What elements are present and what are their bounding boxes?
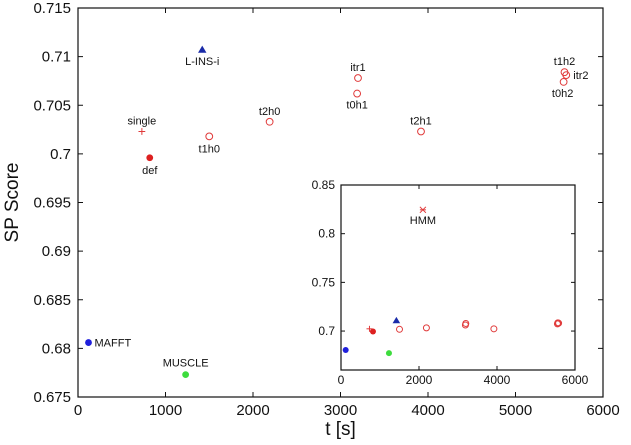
main-point-t0h1 — [353, 89, 362, 98]
inset-y-tick-label: 0.8 — [318, 227, 335, 241]
main-y-tick-label: 0.71 — [42, 49, 71, 66]
main-x-tick-label: 2000 — [236, 402, 269, 419]
inset-point — [461, 321, 469, 329]
inset-point-hmm — [419, 206, 427, 214]
main-point-label-def: def — [142, 165, 158, 177]
main-y-tick-label: 0.68 — [42, 340, 71, 357]
inset-point — [342, 346, 349, 353]
main-point-label-itr1: itr1 — [350, 62, 365, 74]
main-y-tick-label: 0.695 — [33, 195, 71, 212]
inset-x-tick-label: 6000 — [562, 373, 589, 387]
inset-panel: 0 2000 4000 6000 0.7 0.75 0.8 0.85 HMM — [312, 178, 589, 387]
main-point-itr2 — [562, 71, 571, 80]
inset-point — [396, 325, 403, 333]
inset-point — [385, 350, 392, 357]
inset-x-tick-label: 0 — [338, 373, 345, 387]
main-point-label-single: single — [128, 116, 157, 128]
main-point-label-muscle: MUSCLE — [163, 358, 209, 370]
inset-point-label-hmm: HMM — [410, 215, 436, 227]
main-point-t2h0 — [265, 117, 274, 126]
inset-x-tick-label: 2000 — [406, 373, 433, 387]
main-point-t2h1 — [417, 127, 425, 136]
main-point-label-t0h2: t0h2 — [552, 88, 573, 100]
main-point-label-l-ins-i: L-INS-i — [185, 56, 219, 68]
main-point-t0h2 — [559, 78, 568, 86]
main-point-def — [146, 154, 154, 162]
main-y-tick-label: 0.675 — [33, 389, 71, 406]
main-point-l-ins-i — [198, 45, 207, 53]
main-y-tick-label: 0.7 — [50, 146, 71, 163]
inset-point — [553, 320, 561, 328]
main-point-t1h0 — [205, 132, 214, 141]
main-y-tick-label: 0.685 — [33, 292, 71, 309]
inset-point — [369, 328, 376, 335]
inset-plot-frame — [340, 184, 576, 371]
main-y-tick-label: 0.715 — [33, 0, 71, 17]
inset-point — [490, 325, 498, 333]
inset-point — [366, 325, 373, 332]
main-point-label-t1h2: t1h2 — [554, 56, 575, 68]
inset-x-tick-label: 4000 — [484, 373, 511, 387]
main-point-label-t2h0: t2h0 — [259, 106, 280, 118]
main-x-tick-label: 4000 — [411, 402, 444, 419]
main-point-label-t0h1: t0h1 — [346, 100, 367, 112]
main-point-itr1 — [354, 74, 362, 82]
main-point-label-mafft: MAFFT — [95, 338, 132, 350]
main-y-tick-label: 0.69 — [42, 243, 71, 260]
inset-point — [392, 316, 401, 324]
inset-y-tick-label: 0.7 — [318, 324, 335, 338]
main-x-tick-label: 1000 — [149, 402, 182, 419]
main-point-muscle — [182, 371, 190, 379]
main-x-axis-title: t [s] — [325, 419, 356, 440]
main-x-tick-label: 6000 — [586, 402, 619, 419]
inset-point — [422, 324, 430, 332]
inset-y-tick-label: 0.85 — [312, 178, 336, 192]
main-point-mafft — [85, 339, 92, 346]
main-point-label-t2h1: t2h1 — [410, 116, 431, 128]
main-point-single — [138, 128, 146, 135]
main-point-label-itr2: itr2 — [573, 70, 588, 82]
main-x-tick-label: 5000 — [499, 402, 532, 419]
main-x-tick-label: 0 — [74, 402, 82, 419]
main-y-axis-title: SP Score — [2, 163, 23, 243]
main-x-tick-label: 3000 — [324, 402, 357, 419]
main-point-label-t1h0: t1h0 — [199, 143, 220, 155]
inset-y-tick-label: 0.75 — [312, 275, 336, 289]
main-y-tick-label: 0.705 — [33, 97, 71, 114]
